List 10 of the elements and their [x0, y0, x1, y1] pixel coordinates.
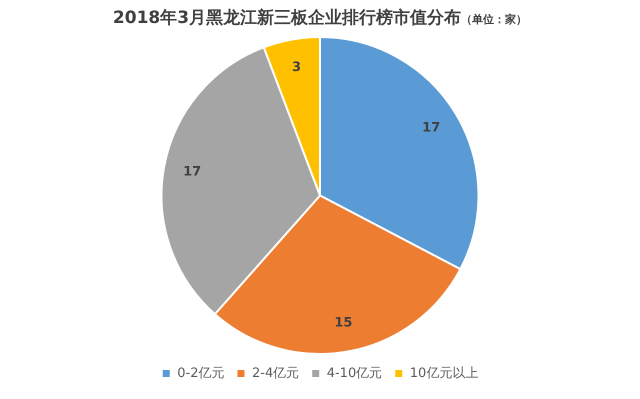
data-label: 15 [334, 316, 352, 331]
legend-label: 2-4亿元 [252, 366, 300, 381]
legend-label: 0-2亿元 [177, 366, 224, 381]
legend-label: 10亿元以上 [410, 366, 478, 381]
data-label: 17 [422, 120, 440, 136]
legend-label: 4-10亿元 [326, 366, 382, 381]
chart-subtitle: （单位：家） [461, 13, 528, 26]
data-label: 3 [292, 60, 302, 76]
data-label: 17 [183, 164, 202, 180]
chart-title: 2018年3月黑龙江新三板企业排行榜市值分布 [112, 8, 462, 28]
